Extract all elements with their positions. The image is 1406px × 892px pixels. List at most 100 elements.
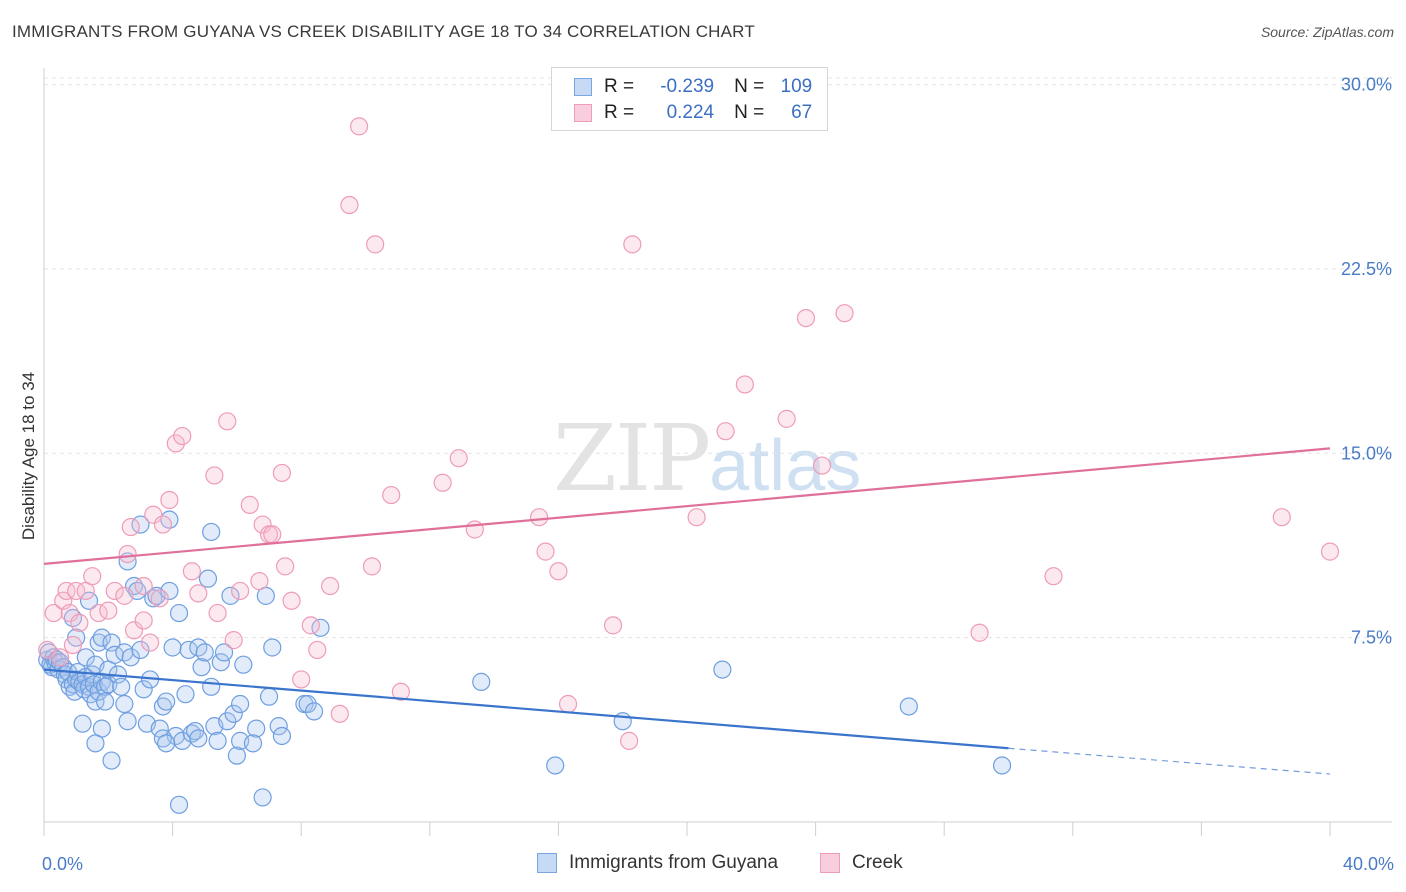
data-point-creek	[124, 621, 144, 640]
data-point-creek	[301, 616, 320, 635]
legend-n-label: N =	[734, 76, 765, 97]
data-point-creek	[330, 704, 349, 723]
data-point-creek	[140, 633, 160, 652]
data-point-creek	[250, 572, 269, 591]
legend-swatch-pink	[820, 853, 840, 873]
data-point-guyana	[224, 704, 243, 723]
data-point-creek	[153, 515, 173, 534]
data-point-creek	[218, 412, 237, 431]
legend-row-creek: R = 0.224 N = 67	[574, 101, 812, 125]
data-point-creek	[558, 694, 578, 714]
data-point-creek	[735, 375, 754, 394]
data-point-creek	[44, 603, 63, 623]
y-tick-label: 15.0%	[1341, 443, 1392, 463]
data-point-creek	[292, 670, 311, 689]
data-point-creek	[620, 731, 639, 750]
data-point-creek	[366, 235, 385, 254]
data-point-creek	[150, 589, 169, 608]
data-point-creek	[144, 505, 163, 524]
data-point-guyana	[298, 694, 317, 714]
data-point-creek	[70, 613, 89, 632]
data-point-creek	[340, 195, 359, 215]
data-point-creek	[99, 601, 118, 620]
data-point-creek	[1320, 542, 1340, 561]
data-point-guyana	[231, 694, 250, 714]
data-point-creek	[105, 581, 124, 601]
data-point-guyana	[134, 680, 153, 699]
data-point-guyana	[992, 756, 1012, 775]
data-point-guyana	[195, 643, 214, 662]
data-point-creek	[83, 567, 102, 586]
data-point-creek	[687, 508, 706, 527]
data-point-guyana	[95, 677, 115, 696]
legend-n-value: 67	[791, 102, 813, 123]
data-point-guyana	[102, 751, 121, 770]
source-label: Source: ZipAtlas.com	[1260, 24, 1394, 40]
data-point-guyana	[214, 643, 234, 662]
data-point-guyana	[163, 638, 182, 657]
legend-item-guyana: Immigrants from Guyana	[537, 852, 778, 874]
data-point-creek	[308, 640, 327, 660]
data-point-guyana	[713, 660, 732, 679]
data-point-guyana	[79, 591, 99, 610]
y-axis-label: Disability Age 18 to 34	[19, 372, 38, 540]
legend-r-label: R =	[604, 76, 635, 97]
data-point-guyana	[153, 697, 173, 716]
data-point-guyana	[73, 714, 92, 733]
x-tick-label-max: 40.0%	[1343, 854, 1394, 874]
legend-r-label: R =	[604, 102, 635, 123]
data-point-creek	[205, 466, 224, 485]
data-point-creek	[263, 525, 282, 544]
data-point-guyana	[189, 729, 208, 748]
legend-item-creek: Creek	[820, 852, 903, 874]
data-point-creek	[60, 603, 79, 623]
legend-label-creek: Creek	[852, 852, 903, 873]
data-point-creek	[465, 520, 484, 539]
data-point-guyana	[112, 677, 131, 696]
data-point-creek	[134, 576, 153, 596]
data-point-guyana	[157, 692, 176, 711]
data-point-creek	[240, 495, 259, 515]
data-point-creek	[716, 422, 735, 441]
data-point-creek	[208, 603, 227, 623]
trend-line-guyana-extrapolated	[1008, 747, 1331, 775]
data-point-guyana	[304, 702, 324, 721]
y-tick-label: 7.5%	[1351, 628, 1392, 648]
data-point-creek	[276, 557, 295, 576]
watermark: ZIPatlas	[553, 405, 861, 512]
y-tick-label: 22.5%	[1341, 259, 1392, 279]
data-point-creek	[796, 308, 816, 328]
data-point-creek	[50, 648, 70, 667]
data-point-guyana	[115, 694, 134, 714]
data-point-creek	[182, 562, 201, 581]
legend-r-value: -0.239	[660, 76, 715, 97]
data-point-guyana	[202, 677, 221, 696]
data-point-creek	[67, 581, 86, 601]
data-point-creek	[623, 235, 642, 254]
data-point-creek	[530, 508, 549, 527]
data-point-guyana	[160, 581, 179, 601]
data-point-guyana	[899, 697, 918, 716]
data-point-creek	[253, 515, 272, 534]
legend-swatch-blue	[574, 78, 592, 96]
data-point-creek	[349, 117, 369, 136]
data-point-guyana	[247, 719, 266, 738]
data-point-creek	[812, 456, 832, 475]
data-point-guyana	[89, 633, 108, 652]
data-point-creek	[382, 485, 401, 505]
legend-row-guyana: R = -0.239 N = 109	[574, 75, 812, 99]
data-point-guyana	[169, 795, 189, 814]
data-point-creek	[166, 434, 185, 453]
data-point-guyana	[218, 712, 237, 731]
data-point-guyana	[192, 658, 211, 677]
data-point-guyana	[272, 726, 292, 746]
data-point-creek	[835, 304, 854, 323]
trend-line-creek	[43, 447, 1331, 565]
series-legend: Immigrants from Guyana Creek	[0, 852, 1406, 878]
data-point-guyana	[198, 569, 218, 588]
data-point-guyana	[131, 640, 150, 660]
data-point-guyana	[176, 685, 195, 704]
legend-swatch-blue	[537, 853, 557, 873]
legend-label-guyana: Immigrants from Guyana	[569, 852, 779, 873]
